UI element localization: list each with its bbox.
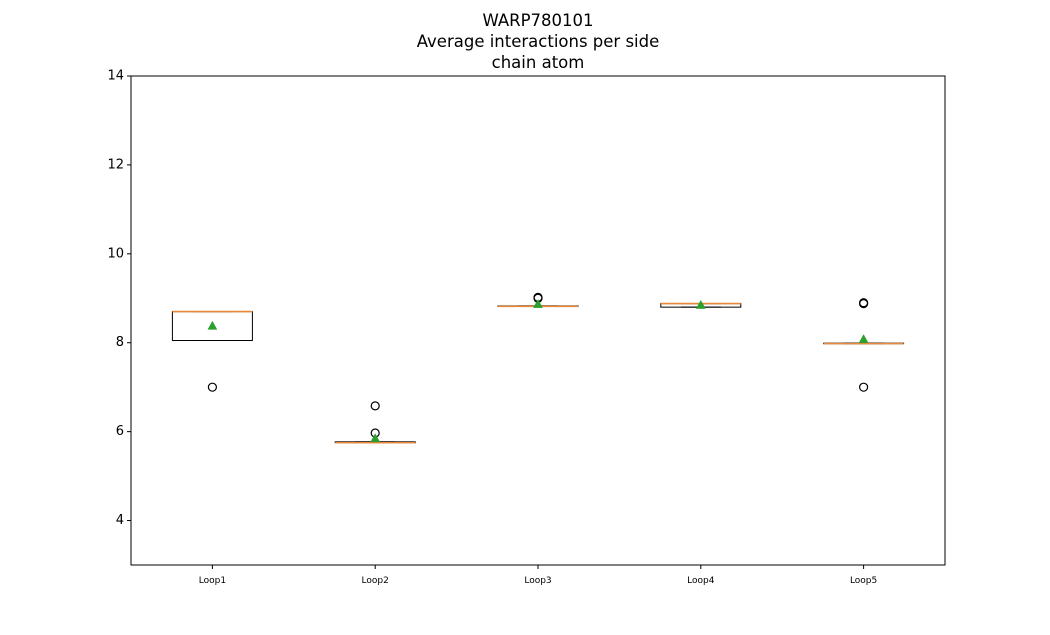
y-axis: 4 6 8 10 12 14 [107,69,131,528]
mean-marker [207,320,218,330]
box-group-loop5 [823,298,905,392]
chart-title-line-2: Average interactions per side [417,32,660,51]
outlier-point [858,382,869,392]
y-tick-label: 4 [116,513,124,528]
box-group-loop1 [171,310,253,392]
outlier-point [207,382,217,392]
mean-marker [533,299,543,308]
x-tick-label: Loop1 [199,576,226,586]
box-group-loop3 [497,292,579,308]
y-tick-label: 6 [116,424,124,439]
mean-marker [695,299,706,309]
plot-area [171,292,905,444]
outlier-point [858,298,869,308]
plot-frame [130,75,946,566]
chart-title: WARP780101 Average interactions per side… [417,11,660,72]
chart-title-line-1: WARP780101 [482,11,593,30]
outlier-point [370,401,380,411]
box-group-loop4 [660,299,742,309]
chart-title-line-3: chain atom [492,53,585,72]
mean-marker [370,433,381,443]
box-group-loop2 [334,401,416,444]
x-tick-label: Loop5 [850,576,877,586]
y-tick-label: 12 [107,157,124,172]
y-tick-label: 10 [107,246,124,261]
x-tick-label: Loop4 [687,576,715,586]
mean-marker [858,334,869,344]
y-tick-label: 14 [107,69,124,84]
y-tick-label: 8 [116,335,124,350]
x-tick-label: Loop2 [362,576,389,586]
x-axis: Loop1 Loop2 Loop3 Loop4 Loop5 [199,565,877,586]
x-tick-label: Loop3 [524,576,551,586]
